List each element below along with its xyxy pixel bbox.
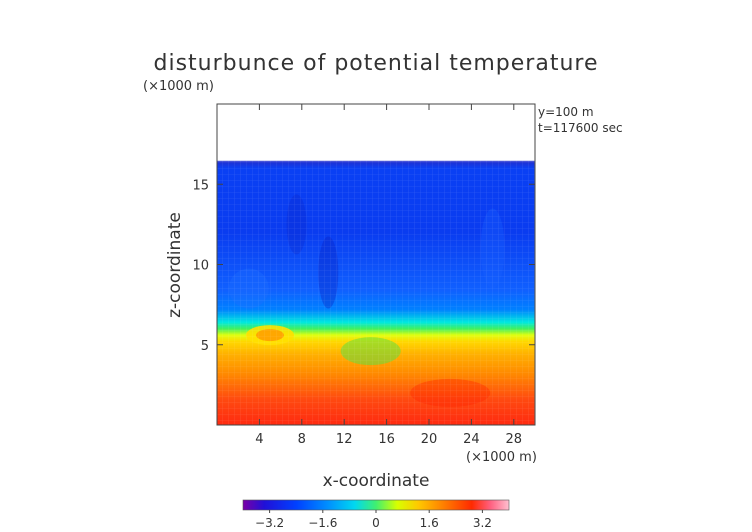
x-tick-label: 4 xyxy=(255,432,263,447)
chart-title: disturbunce of potential temperature xyxy=(154,51,599,76)
colorbar-tick-label: 1.6 xyxy=(420,516,439,530)
x-tick-label: 8 xyxy=(298,432,306,447)
x-tick-label: 28 xyxy=(506,432,523,447)
x-tick-label: 24 xyxy=(463,432,480,447)
x-tick-label: 20 xyxy=(421,432,438,447)
y-tick-label: 15 xyxy=(192,178,209,193)
colorbar xyxy=(242,499,510,511)
colorbar-tick-label: −3.2 xyxy=(255,516,284,530)
heatmap-grid xyxy=(217,160,535,425)
colorbar-tick-label: 0 xyxy=(372,516,380,530)
x-axis-label: x-coordinate xyxy=(323,471,430,491)
colorbar-tick-label: 3.2 xyxy=(473,516,492,530)
annotation-t: t=117600 sec xyxy=(538,121,623,135)
annotation-y: y=100 m xyxy=(538,105,594,119)
x-axis: 4 8 12 16 20 24 28 xyxy=(255,104,522,447)
x-unit-label: (×1000 m) xyxy=(466,450,537,465)
x-tick-label: 16 xyxy=(378,432,395,447)
x-tick-label: 12 xyxy=(336,432,353,447)
y-tick-label: 10 xyxy=(192,259,209,274)
y-tick-label: 5 xyxy=(201,339,209,354)
y-axis: 5 10 15 xyxy=(192,178,535,354)
colorbar-ticks: −3.2 −1.6 0 1.6 3.2 xyxy=(255,510,492,530)
y-axis-label: z-coordinate xyxy=(165,212,185,318)
z-unit-label: (×1000 m) xyxy=(143,79,214,94)
colorbar-tick-label: −1.6 xyxy=(308,516,337,530)
